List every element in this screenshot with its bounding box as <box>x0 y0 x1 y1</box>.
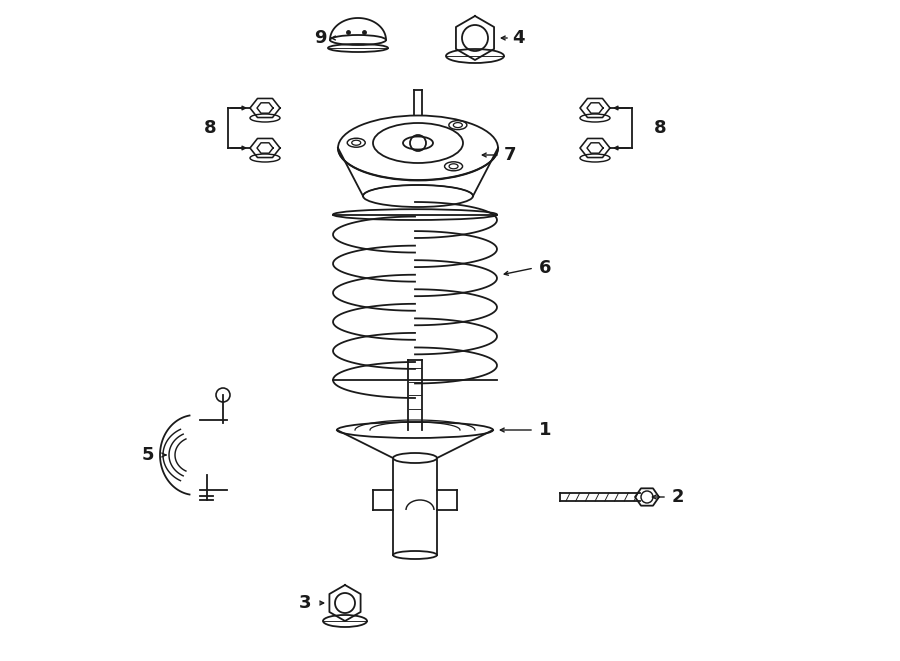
Text: 7: 7 <box>504 146 517 164</box>
Text: 3: 3 <box>299 594 311 612</box>
Text: 2: 2 <box>671 488 684 506</box>
Text: 8: 8 <box>203 119 216 137</box>
Text: 4: 4 <box>512 29 524 47</box>
Text: 9: 9 <box>314 29 326 47</box>
Text: 8: 8 <box>653 119 666 137</box>
Text: 6: 6 <box>539 259 551 277</box>
Text: 1: 1 <box>539 421 551 439</box>
Text: 5: 5 <box>142 446 154 464</box>
